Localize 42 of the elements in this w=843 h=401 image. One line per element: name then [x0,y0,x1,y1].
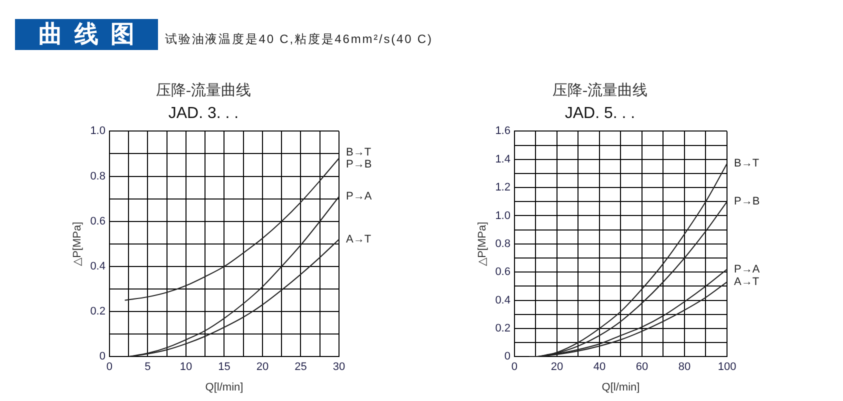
y-tick-label: 0.2 [495,322,510,334]
y-tick-label: 0.8 [495,238,510,250]
x-tick-label: 30 [332,361,346,374]
x-tick-label: 25 [294,361,307,374]
y-tick-label: 0.4 [90,260,106,272]
x-tick-label: 20 [256,361,269,374]
series-label: P→A [346,190,372,203]
chart-title: 压降-流量曲线 [552,82,648,99]
text: 试验油液温度是40 C,粘度是46mm²/s(40 C) [165,32,433,46]
x-axis-title: Q[l/min] [602,381,640,394]
x-tick-label: 10 [180,361,192,374]
y-tick-label: 0.4 [495,294,510,306]
chart-subtitle: JAD. 3. . . [168,105,239,122]
series-label: B→T [734,158,760,170]
y-axis-title: △P[MPa] [476,222,489,266]
y-axis-title: △P[MPa] [72,222,84,266]
y-tick-label: 0.6 [90,215,106,228]
chart-title: 压降-流量曲线 [156,82,251,99]
x-tick-label: 40 [593,361,606,374]
y-tick-label: 1.2 [495,182,510,194]
series-label: P→B [734,196,760,208]
x-tick-label: 80 [678,361,691,374]
series-label: A→T [734,276,760,288]
x-tick-label: 5 [144,361,151,374]
y-tick-label: 0.6 [495,266,510,278]
y-tick-label: 1.6 [495,125,510,138]
series-label: B→T P→B [346,146,372,170]
y-tick-label: 0 [504,350,510,363]
x-tick-label: 15 [218,361,230,374]
series-label: P→A [734,263,760,276]
y-tick-label: 1.0 [90,125,106,138]
y-tick-label: 0.8 [90,170,106,182]
x-tick-label: 60 [636,361,648,374]
y-tick-label: 1.4 [495,153,510,166]
y-tick-label: 0 [99,350,106,363]
y-tick-label: 0.2 [90,306,106,318]
x-tick-label: 20 [550,361,564,374]
x-axis-title: Q[l/min] [205,381,244,394]
chart-subtitle: JAD. 5. . . [564,105,636,122]
x-tick-label: 100 [718,361,736,374]
series-label: A→T [346,233,372,246]
y-tick-label: 1.0 [495,210,510,222]
